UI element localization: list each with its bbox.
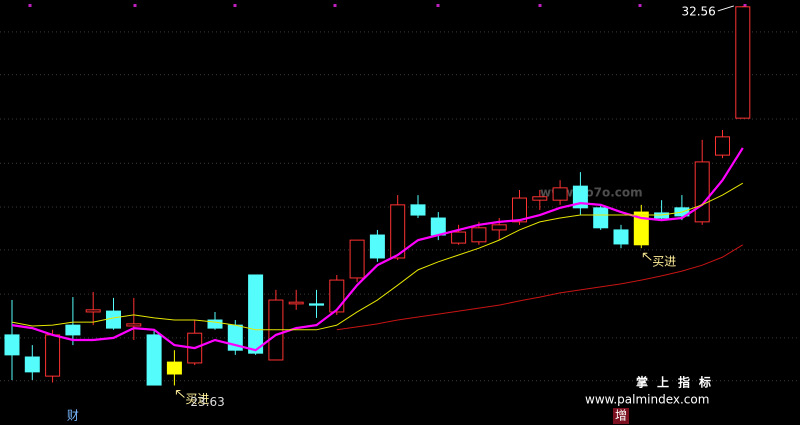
candle-body xyxy=(146,334,162,386)
candle-body xyxy=(349,239,365,279)
top-dot xyxy=(233,4,237,7)
signal-label: 买进 xyxy=(185,392,209,406)
candle-body xyxy=(106,310,121,329)
candle-body xyxy=(552,187,568,201)
candle-body xyxy=(715,136,730,156)
x-tick-label: 增 xyxy=(615,409,627,423)
ma-line xyxy=(336,244,744,331)
candle-body xyxy=(248,274,264,354)
candle-body xyxy=(24,356,40,373)
top-dot xyxy=(743,4,747,7)
candle-body xyxy=(166,361,182,375)
candle-body xyxy=(309,303,324,306)
top-dot xyxy=(638,4,642,7)
candle-body xyxy=(390,204,406,259)
top-dot xyxy=(538,4,542,7)
high-arrow xyxy=(717,5,734,12)
candle-body xyxy=(512,197,527,223)
top-markers xyxy=(28,4,747,7)
candle-body xyxy=(593,207,609,229)
candle-body xyxy=(471,227,487,243)
top-dot xyxy=(133,4,137,7)
candle-body xyxy=(451,231,467,244)
watermark: 掌上指标 xyxy=(636,375,720,390)
top-dot xyxy=(436,4,440,7)
candle-body xyxy=(4,334,20,356)
signal-label: 买进 xyxy=(652,255,676,269)
top-dot xyxy=(333,4,337,7)
marker-bg xyxy=(613,408,629,424)
signal-arrow xyxy=(175,389,185,398)
candle-body xyxy=(410,204,426,216)
low-label: 23.63 xyxy=(190,395,224,409)
candle-body xyxy=(207,319,223,329)
candle-body xyxy=(633,211,649,246)
signal-arrow xyxy=(642,252,652,261)
high-label: 32.56 xyxy=(681,4,715,18)
candle-body xyxy=(430,217,446,236)
candle-body xyxy=(613,229,629,245)
candle-body xyxy=(329,279,345,313)
candle-body xyxy=(65,324,81,336)
candle-body xyxy=(491,224,507,231)
candle-body xyxy=(694,161,710,223)
top-dot xyxy=(28,4,32,7)
candle-body xyxy=(369,234,385,259)
candle-body xyxy=(85,309,101,313)
watermark: www.palmindex.com xyxy=(585,393,709,407)
candle-body xyxy=(735,6,751,119)
ma-line xyxy=(11,147,744,352)
candle-body xyxy=(288,301,304,305)
candle-body xyxy=(45,334,61,377)
x-tick-label: 财 xyxy=(67,409,79,423)
candle-body xyxy=(532,196,548,201)
ma-line xyxy=(11,182,744,331)
candle-body xyxy=(126,323,142,327)
